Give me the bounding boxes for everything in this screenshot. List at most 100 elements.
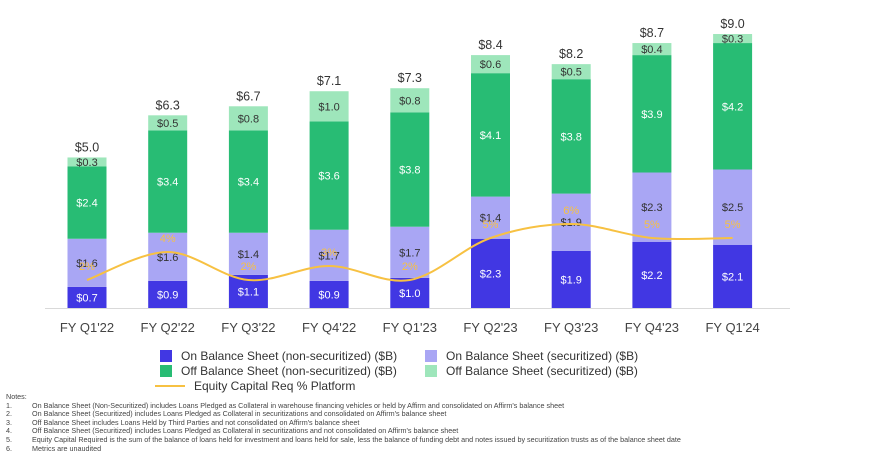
x-tick-label: FY Q3'23 bbox=[544, 320, 598, 335]
bar-segment-on-balance-sheet-securitized-b bbox=[632, 172, 672, 242]
bar-segment-off-balance-sheet-securitized-b bbox=[471, 55, 510, 74]
data-label: $2.3 bbox=[641, 202, 662, 214]
note-number: 6. bbox=[6, 443, 12, 453]
note-text: Equity Capital Required is the sum of th… bbox=[32, 434, 681, 444]
bar-segment-off-balance-sheet-non-securitized-b bbox=[309, 121, 349, 230]
data-label: $0.9 bbox=[318, 289, 339, 301]
data-label: $3.9 bbox=[641, 109, 662, 121]
legend-swatch-off-balance-non-securitized bbox=[160, 365, 172, 377]
x-tick-label: FY Q2'23 bbox=[463, 320, 517, 335]
bar-segment-on-balance-sheet-securitized-b bbox=[713, 169, 753, 245]
legend-swatch-off-balance-securitized bbox=[425, 365, 437, 377]
data-label: $2.3 bbox=[480, 268, 501, 280]
footnotes: Notes: 1. On Balance Sheet (Non-Securitiz… bbox=[6, 392, 876, 454]
data-label: $3.4 bbox=[157, 177, 178, 189]
data-label: $0.5 bbox=[560, 67, 581, 79]
data-label: $0.5 bbox=[157, 118, 178, 130]
bar-segment-on-balance-sheet-securitized-b bbox=[148, 232, 188, 281]
data-label: $0.8 bbox=[238, 113, 259, 125]
bar-segment-off-balance-sheet-securitized-b bbox=[551, 64, 591, 80]
bar-segment-off-balance-sheet-securitized-b bbox=[148, 115, 188, 131]
data-label: $4.2 bbox=[722, 101, 743, 113]
note-row: 6. Metrics are unaudited bbox=[6, 443, 876, 454]
note-row: 4. Off Balance Sheet (Securitized) includ… bbox=[6, 427, 876, 436]
note-number: 3. bbox=[6, 417, 12, 427]
data-label: $1.9 bbox=[560, 274, 581, 286]
bar-segment-off-balance-sheet-non-securitized-b bbox=[632, 55, 672, 173]
bar-segment-on-balance-sheet-securitized-b bbox=[471, 196, 510, 239]
data-label: $0.3 bbox=[76, 157, 97, 169]
data-label: $3.6 bbox=[318, 171, 339, 183]
bar-segment-off-balance-sheet-securitized-b bbox=[713, 34, 753, 44]
total-label: $7.1 bbox=[317, 74, 341, 88]
note-text: Metrics are unaudited bbox=[32, 443, 102, 453]
total-label: $6.7 bbox=[236, 89, 260, 103]
legend-item-off-balance-non-securitized: Off Balance Sheet (non-securitized) ($B) bbox=[160, 364, 397, 378]
data-label: $1.4 bbox=[238, 249, 259, 261]
line-data-label: 2% bbox=[402, 261, 418, 273]
legend-item-on-balance-non-securitized: On Balance Sheet (non-securitized) ($B) bbox=[160, 349, 397, 363]
note-number: 1. bbox=[6, 400, 12, 410]
data-label: $2.4 bbox=[76, 198, 97, 210]
bar-segment-on-balance-sheet-non-securitized-b bbox=[632, 241, 672, 308]
bar-segment-on-balance-sheet-securitized-b bbox=[67, 238, 107, 287]
data-label: $1.4 bbox=[480, 213, 501, 225]
bar-segment-on-balance-sheet-non-securitized-b bbox=[713, 244, 753, 308]
line-data-label: 2% bbox=[240, 261, 256, 273]
data-label: $3.8 bbox=[399, 165, 420, 177]
data-label: $1.0 bbox=[399, 288, 420, 300]
line-data-label: 2% bbox=[79, 261, 95, 273]
data-label: $3.8 bbox=[560, 131, 581, 143]
total-label: $9.0 bbox=[720, 17, 744, 31]
note-text: Off Balance Sheet (Securitized) includes… bbox=[32, 426, 459, 436]
note-row: 3. Off Balance Sheet includes Loans Held … bbox=[6, 417, 876, 428]
note-number: 5. bbox=[6, 434, 12, 444]
bar-segment-off-balance-sheet-non-securitized-b bbox=[67, 166, 107, 239]
total-label: $8.7 bbox=[640, 26, 664, 40]
legend-label-on-balance-securitized: On Balance Sheet (securitized) ($B) bbox=[446, 349, 639, 363]
data-label: $1.7 bbox=[318, 250, 339, 262]
line-data-label: 5% bbox=[483, 219, 499, 231]
bar-segment-on-balance-sheet-non-securitized-b bbox=[390, 277, 430, 308]
note-text: On Balance Sheet (Non-Securitized) inclu… bbox=[32, 400, 565, 410]
bar-segment-off-balance-sheet-non-securitized-b bbox=[471, 73, 510, 197]
legend-swatch-on-balance-securitized bbox=[425, 350, 437, 362]
x-tick-label: FY Q4'23 bbox=[625, 320, 679, 335]
data-label: $2.2 bbox=[641, 270, 662, 282]
stacked-bar-chart: $0.7 $1.6 $2.4 $0.3 $5.0 FY Q1'22 $0.9 $1.6 $3.4… bbox=[45, 17, 790, 335]
legend-item-off-balance-securitized: Off Balance Sheet (securitized) ($B) bbox=[425, 364, 638, 378]
data-label: $1.1 bbox=[238, 286, 259, 298]
note-row: 1. On Balance Sheet (Non-Securitized) inc… bbox=[6, 400, 876, 411]
legend-swatch-equity-capital bbox=[155, 385, 185, 387]
data-label: $0.8 bbox=[399, 95, 420, 107]
legend-item-on-balance-securitized: On Balance Sheet (securitized) ($B) bbox=[425, 349, 638, 363]
total-label: $8.2 bbox=[559, 47, 583, 61]
bar-segment-off-balance-sheet-non-securitized-b bbox=[228, 130, 268, 233]
x-tick-label: FY Q1'23 bbox=[383, 320, 437, 335]
data-label: $0.4 bbox=[641, 44, 662, 56]
bar-segment-off-balance-sheet-non-securitized-b bbox=[148, 130, 188, 233]
bar-segment-off-balance-sheet-securitized-b bbox=[632, 43, 672, 56]
bar-segment-off-balance-sheet-securitized-b bbox=[309, 91, 349, 122]
bar-segment-off-balance-sheet-non-securitized-b bbox=[551, 79, 591, 194]
note-row: 5. Equity Capital Required is the sum of … bbox=[6, 434, 876, 445]
bar-segment-off-balance-sheet-securitized-b bbox=[390, 88, 430, 113]
bar-segment-on-balance-sheet-non-securitized-b bbox=[309, 280, 349, 308]
data-label: $1.6 bbox=[76, 258, 97, 270]
line-data-label: 6% bbox=[563, 205, 579, 217]
legend-swatch-on-balance-non-securitized bbox=[160, 350, 172, 362]
total-label: $6.3 bbox=[156, 98, 180, 112]
data-label: $0.9 bbox=[157, 289, 178, 301]
legend-label-equity-capital: Equity Capital Req % Platform bbox=[194, 379, 356, 393]
data-label: $2.5 bbox=[722, 202, 743, 214]
data-label: $2.1 bbox=[722, 271, 743, 283]
bar-segment-on-balance-sheet-non-securitized-b bbox=[67, 286, 107, 308]
x-tick-label: FY Q2'22 bbox=[141, 320, 195, 335]
legend-label-off-balance-non-securitized: Off Balance Sheet (non-securitized) ($B) bbox=[181, 364, 397, 378]
total-label: $8.4 bbox=[478, 38, 502, 52]
x-tick-label: FY Q3'22 bbox=[221, 320, 275, 335]
data-label: $1.0 bbox=[318, 101, 339, 113]
bar-segment-on-balance-sheet-securitized-b bbox=[309, 229, 349, 281]
data-label: $1.7 bbox=[399, 247, 420, 259]
equity-capital-line bbox=[86, 222, 733, 282]
